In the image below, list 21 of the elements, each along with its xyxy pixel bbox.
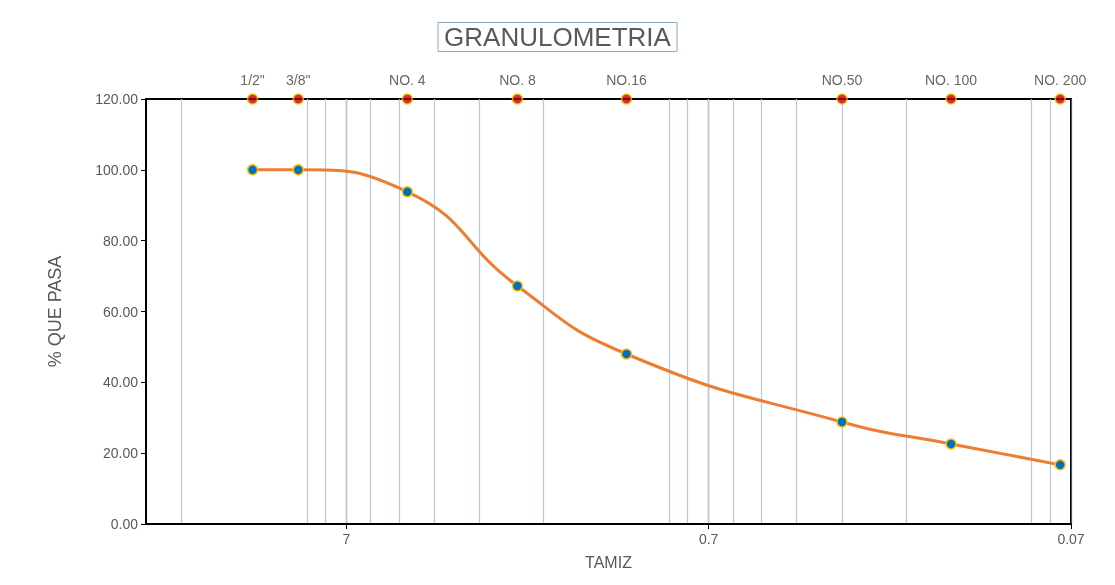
y-tick-label: 20.00 [102,445,139,462]
y-tick-label: 60.00 [102,303,139,320]
annotation: 3/8" [286,72,311,88]
annotation: NO.16 [606,72,647,88]
annotation: 1/2" [240,72,265,88]
annotation: NO. 100 [925,72,978,88]
x-tick-label: 0.07 [1057,531,1085,547]
chart-title: GRANULOMETRIA [444,22,672,52]
annotation: NO.50 [821,72,863,88]
y-axis-title: % QUE PASA [45,255,65,368]
x-tick-label: 0.7 [698,531,719,547]
annotation: NO. 8 [499,72,536,88]
x-axis-title: TAMIZ [585,553,633,571]
y-tick-label: 120.00 [95,91,139,107]
y-tick-label: 0.00 [110,516,139,532]
y-tick-label: 40.00 [102,374,139,391]
y-tick-label: 80.00 [102,232,139,249]
annotation: NO. 4 [389,72,426,88]
annotation: NO. 200 [1034,72,1087,88]
y-tick-label: 100.00 [95,161,139,178]
x-tick-label: 7 [342,531,351,547]
